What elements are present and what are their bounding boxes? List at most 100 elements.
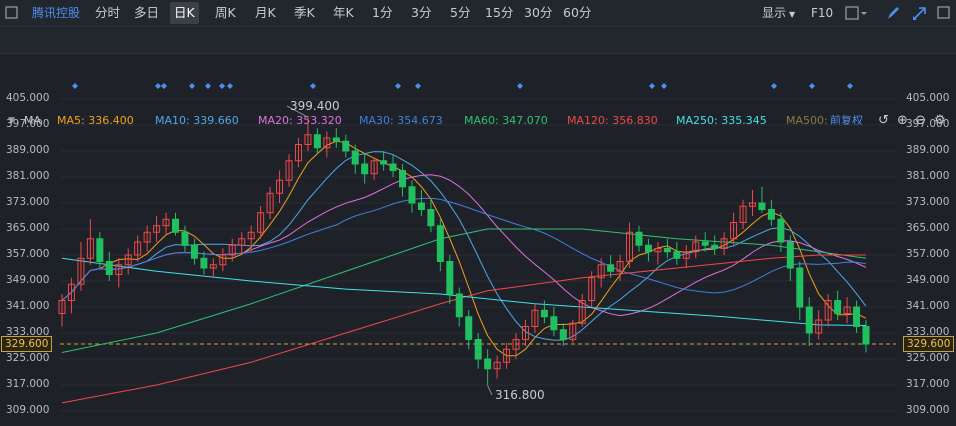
event-marker bbox=[517, 83, 523, 89]
candle-body bbox=[417, 202, 425, 210]
candle-body bbox=[805, 306, 813, 334]
candle-body bbox=[597, 264, 605, 279]
event-marker bbox=[72, 83, 78, 89]
candle-body bbox=[607, 264, 615, 272]
pen-icon[interactable] bbox=[885, 0, 901, 35]
candle-body bbox=[153, 225, 161, 233]
candle-body bbox=[824, 300, 832, 321]
candle-body bbox=[635, 231, 643, 246]
event-marker bbox=[205, 83, 211, 89]
low-leader-line bbox=[487, 385, 493, 396]
candle-body bbox=[682, 251, 690, 259]
y-tick-label: 349.000 bbox=[6, 274, 50, 286]
candle-body bbox=[616, 261, 624, 272]
candle-body bbox=[758, 202, 766, 210]
candle-body bbox=[408, 186, 416, 204]
stock-name: 腾讯控股 bbox=[32, 6, 81, 20]
candle-body bbox=[853, 306, 861, 327]
y-tick-label: 389.000 bbox=[6, 144, 50, 156]
candle-body bbox=[588, 277, 596, 301]
candle-body bbox=[370, 160, 378, 175]
high-annotation: 399.400 bbox=[290, 99, 340, 113]
f10-button[interactable]: F10 bbox=[811, 6, 834, 20]
tab-period-12[interactable]: 60分 bbox=[563, 5, 592, 20]
candle-body bbox=[465, 316, 473, 340]
y-tick-label: 365.000 bbox=[6, 222, 50, 234]
ma250-label: MA250: 335.345 bbox=[676, 114, 767, 127]
candle-body bbox=[181, 231, 189, 246]
ma30-line bbox=[61, 197, 867, 301]
ma120-line bbox=[61, 254, 866, 404]
adjust-button[interactable]: 前复权 bbox=[830, 114, 863, 127]
candle-body bbox=[209, 264, 217, 269]
candle-body bbox=[777, 218, 785, 243]
layout-toggle[interactable] bbox=[845, 0, 869, 35]
y-tick-label: 341.000 bbox=[906, 300, 950, 312]
candle-body bbox=[692, 241, 700, 253]
candle-body bbox=[815, 319, 823, 334]
window-restore-icon[interactable] bbox=[936, 0, 952, 35]
candle-body bbox=[569, 322, 577, 340]
tab-period-2[interactable]: 日K bbox=[170, 2, 199, 24]
candle-body bbox=[484, 358, 492, 370]
candle-body bbox=[313, 134, 321, 149]
y-tick-label: 373.000 bbox=[906, 196, 950, 208]
event-marker bbox=[395, 83, 401, 89]
candle-body bbox=[323, 137, 331, 149]
y-tick-label: 397.000 bbox=[906, 118, 950, 130]
display-menu[interactable]: 显示 ▼ bbox=[762, 0, 795, 28]
candle-body bbox=[862, 326, 870, 345]
expand-icon[interactable] bbox=[911, 0, 927, 35]
candle-body bbox=[474, 339, 482, 360]
candle-body bbox=[654, 248, 662, 253]
candle-body bbox=[720, 238, 728, 249]
undo-icon[interactable]: ↺ bbox=[878, 113, 889, 128]
candle-body bbox=[512, 339, 520, 350]
period-toolbar: 腾讯控股 分时 多日 日K 周K 月K 季K 年K 1分 3分 5分 15分 3… bbox=[0, 0, 956, 27]
candle-body bbox=[455, 293, 463, 318]
collapse-icon[interactable]: ▼ bbox=[8, 116, 15, 126]
candle-body bbox=[294, 144, 302, 162]
tab-period-0[interactable]: 分时 bbox=[95, 5, 121, 20]
candle-body bbox=[701, 241, 709, 246]
candle-body bbox=[238, 238, 246, 246]
candle-body bbox=[540, 309, 548, 318]
tab-period-7[interactable]: 1分 bbox=[372, 5, 393, 20]
window-icon[interactable] bbox=[4, 0, 20, 35]
candle-body bbox=[521, 326, 529, 340]
display-label: 显示 bbox=[762, 6, 787, 20]
y-tick-label: 357.000 bbox=[906, 248, 950, 260]
y-tick-label: 317.000 bbox=[6, 378, 50, 390]
remove-icon[interactable]: ⊖ bbox=[915, 113, 926, 128]
candle-body bbox=[257, 212, 265, 233]
add-icon[interactable]: ⊕ bbox=[897, 113, 908, 128]
tab-period-9[interactable]: 5分 bbox=[450, 5, 471, 20]
tab-period-1[interactable]: 多日 bbox=[134, 5, 160, 20]
ma5-label: MA5: 336.400 bbox=[57, 114, 134, 127]
candle-body bbox=[190, 244, 198, 259]
y-tick-label: 325.000 bbox=[6, 352, 50, 364]
tab-period-6[interactable]: 年K bbox=[333, 5, 354, 20]
settings-icon[interactable]: ⚙ bbox=[934, 113, 946, 128]
candle-body bbox=[767, 209, 775, 220]
tab-period-8[interactable]: 3分 bbox=[411, 5, 432, 20]
ma5-line bbox=[61, 140, 867, 357]
candle-body bbox=[389, 163, 397, 171]
candle-body bbox=[626, 231, 634, 262]
tab-period-4[interactable]: 月K bbox=[255, 5, 276, 20]
tab-period-11[interactable]: 30分 bbox=[524, 5, 553, 20]
event-marker bbox=[847, 83, 853, 89]
tab-period-5[interactable]: 季K bbox=[294, 5, 315, 20]
y-tick-label: 397.000 bbox=[6, 118, 50, 130]
candle-body bbox=[399, 170, 407, 188]
indicator-name[interactable]: MA bbox=[24, 114, 42, 127]
tab-period-10[interactable]: 15分 bbox=[485, 5, 514, 20]
y-tick-label: 325.000 bbox=[906, 352, 950, 364]
tab-period-3[interactable]: 周K bbox=[215, 5, 236, 20]
current-price-left: 329.600 bbox=[1, 336, 53, 352]
y-tick-label: 317.000 bbox=[906, 378, 950, 390]
ma60-label: MA60: 347.070 bbox=[464, 114, 548, 127]
candle-body bbox=[67, 283, 75, 301]
candle-body bbox=[786, 241, 794, 269]
candle-body bbox=[86, 238, 94, 259]
